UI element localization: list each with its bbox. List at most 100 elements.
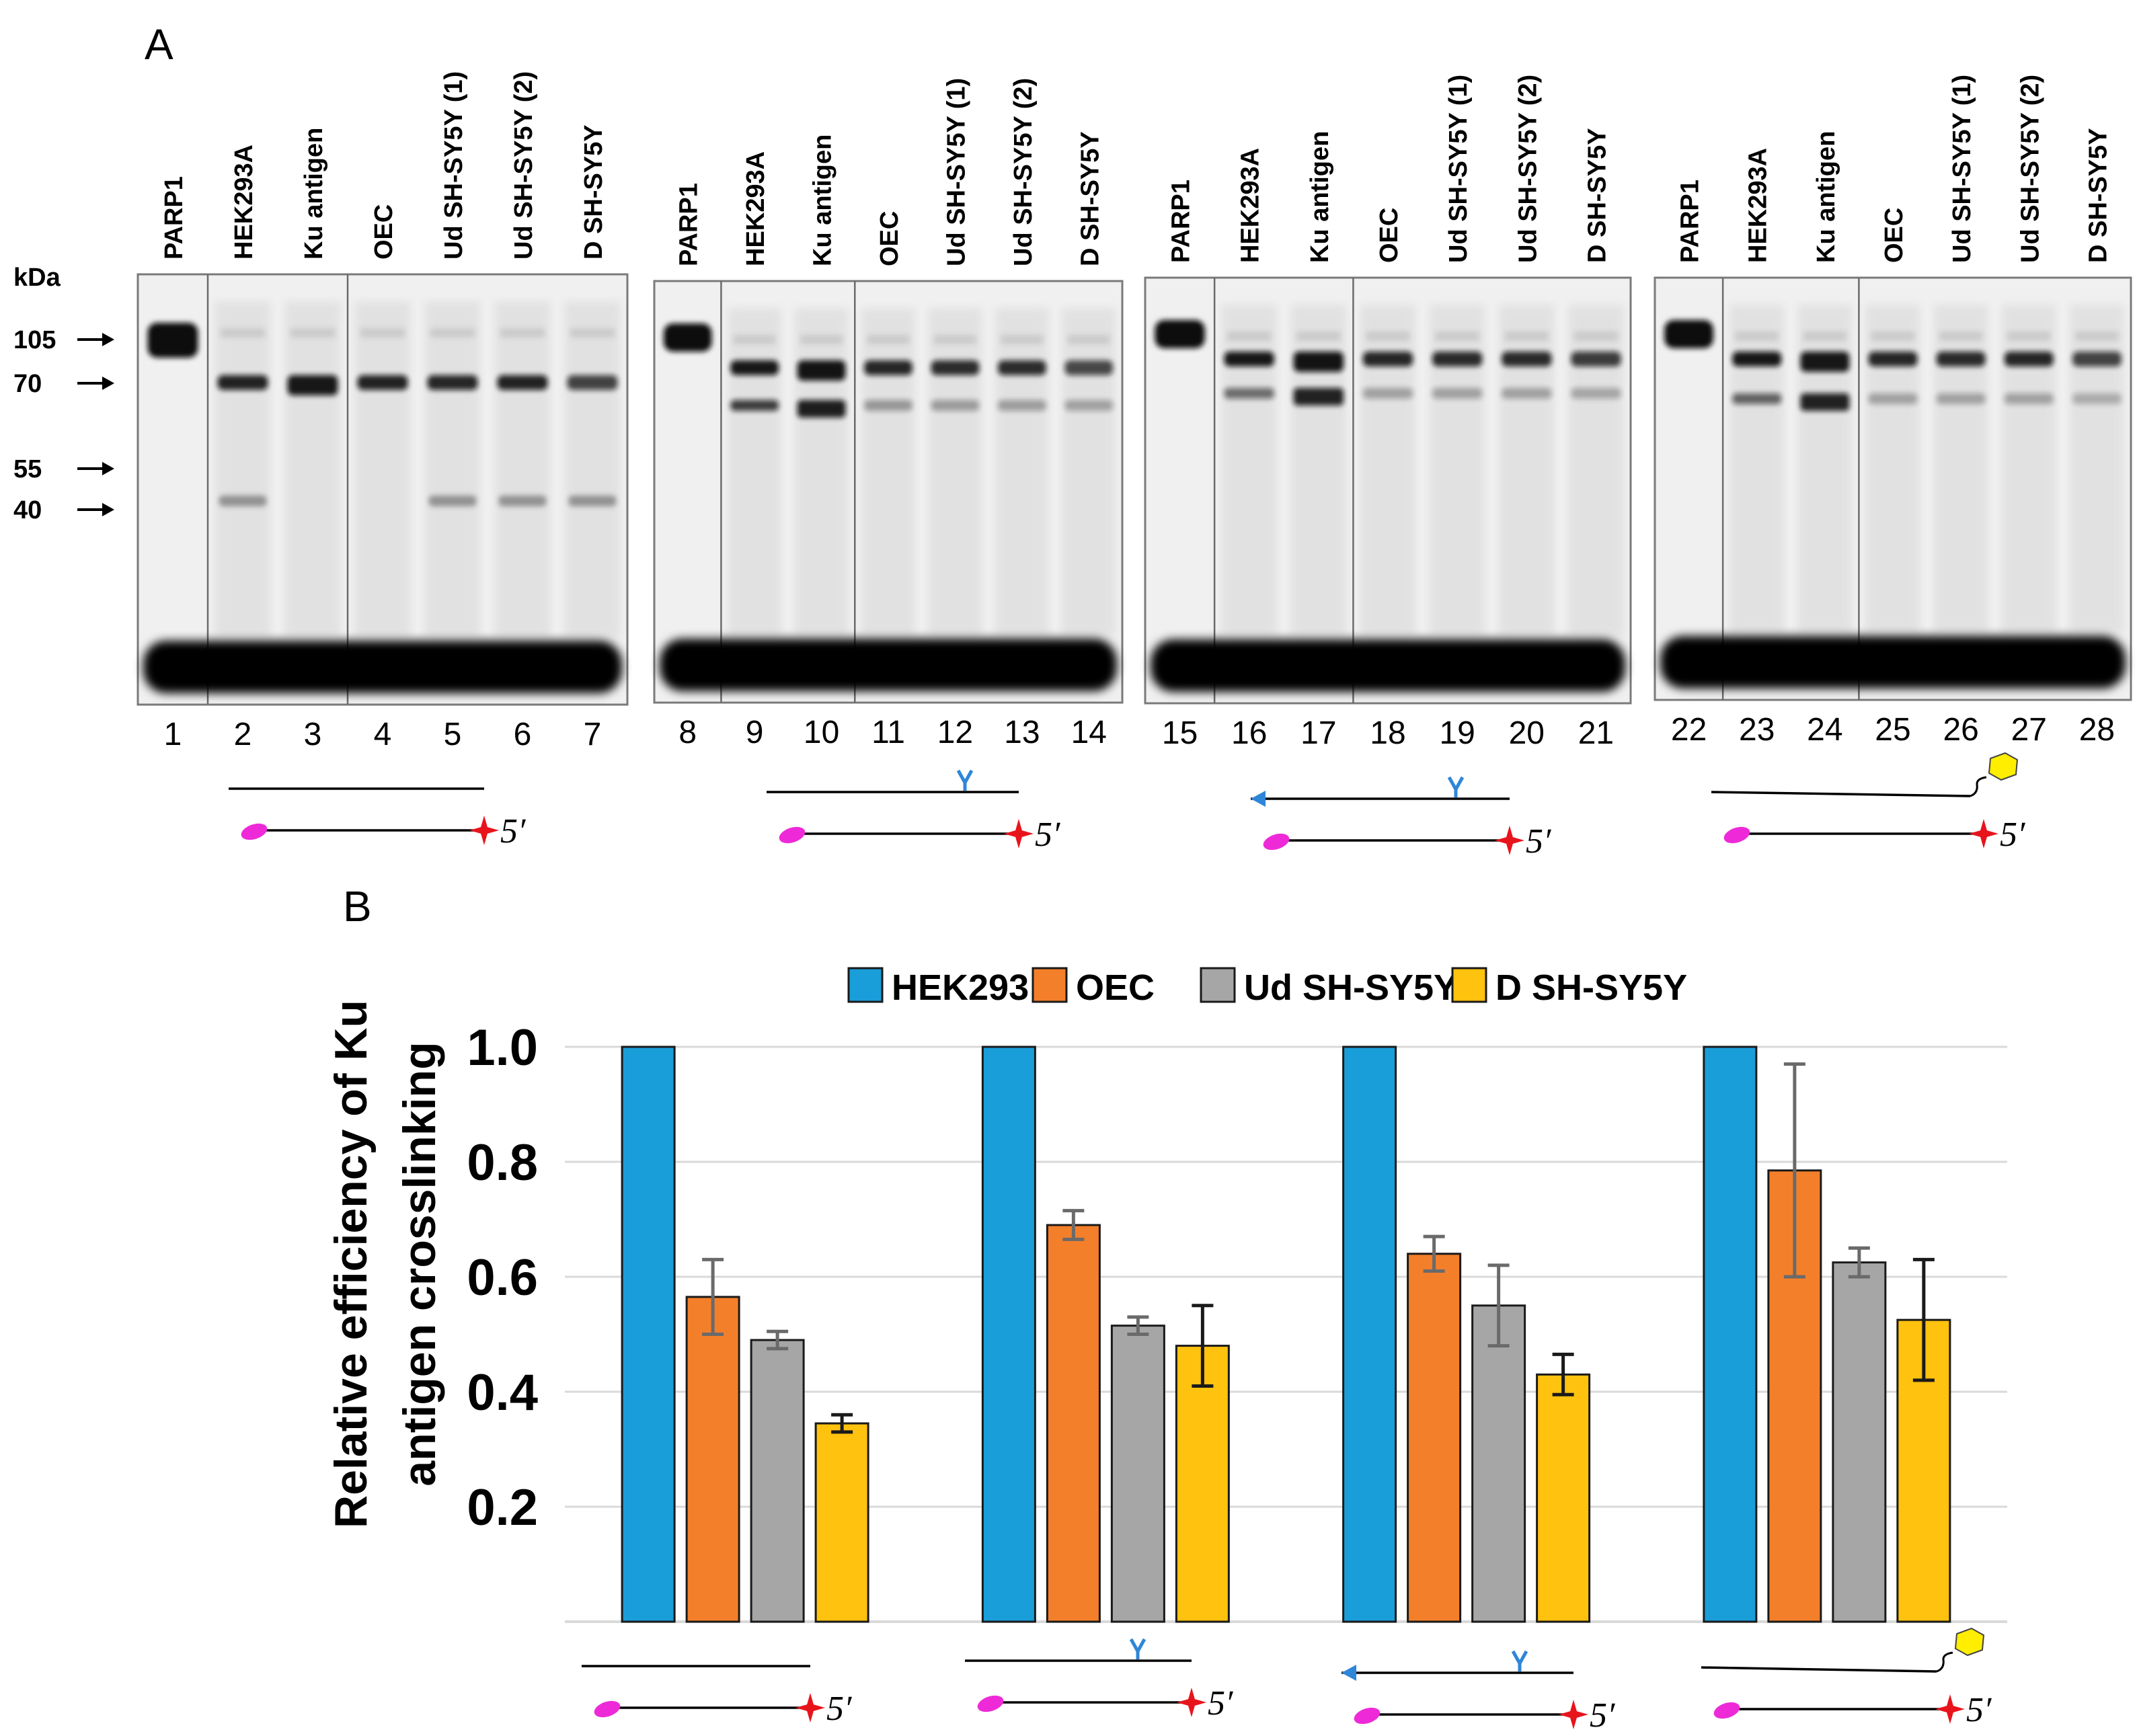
lane-number: 7 <box>584 717 602 752</box>
lane-label: OEC <box>1880 208 1908 263</box>
fluorophore-icon <box>779 826 806 844</box>
top-strand <box>1711 791 1971 797</box>
fluorophore-icon <box>594 1700 621 1718</box>
ap-site-icon <box>956 769 974 791</box>
legend-label-OEC: OEC <box>1076 968 1155 1008</box>
y-tick-label-0.4: 0.4 <box>467 1364 538 1421</box>
lane-number: 8 <box>678 715 697 750</box>
lane-label: Ku antigen <box>1812 131 1840 263</box>
y-tick-label-0.8: 0.8 <box>467 1134 538 1191</box>
faint-upper-band <box>1435 331 1480 341</box>
bar-D-SH-SY5Y-2 <box>1175 1345 1230 1623</box>
lane-label: Ku antigen <box>300 128 328 260</box>
lane-label: D SH-SY5Y <box>1583 128 1611 263</box>
five-prime-label: 5′ <box>500 812 527 851</box>
lane-label: HEK293A <box>1237 148 1265 263</box>
fluorophore-icon <box>977 1695 1004 1712</box>
ku70-band <box>797 360 846 381</box>
lane-number: 18 <box>1370 715 1405 751</box>
five-prime-label: 5′ <box>1035 816 1061 854</box>
panel-b-label: B <box>343 882 372 931</box>
free-dna-band <box>1660 636 2126 688</box>
bar-OEC-2 <box>1046 1224 1101 1623</box>
lane-number: 15 <box>1162 715 1198 751</box>
gel-3: PARP1 15 HEK293A 16 Ku antigen 17 OEC 18 Ud SH-S… <box>1144 75 1632 751</box>
radiolabel-star-icon <box>1004 819 1034 849</box>
ap-site-icon <box>1511 1650 1528 1671</box>
gel-panels: PARP1 1 HEK293A 2 Ku antigen 3 OEC 4 Ud SH-SY5Y … <box>137 71 2132 752</box>
ku-lower-band <box>931 400 980 411</box>
legend-label-HEK293: HEK293 <box>892 968 1029 1008</box>
lane-number: 3 <box>304 717 322 752</box>
substrate-AP-site---nick: 5′ <box>1341 1650 1616 1735</box>
free-dna-band <box>1151 639 1625 692</box>
band-40kda <box>568 496 617 506</box>
faint-upper-band <box>1227 331 1272 341</box>
radiolabel-star-icon <box>1495 826 1524 855</box>
bar-OEC-3 <box>1407 1253 1462 1623</box>
ku70-band <box>2004 352 2054 366</box>
marker-arrow-head-105 <box>102 333 114 346</box>
ku-lower-band <box>730 400 779 411</box>
substrate-AP-site---nick: 5′ <box>1251 776 1552 861</box>
fluorophore-icon <box>1713 1702 1740 1719</box>
ku70-band <box>1571 352 1621 366</box>
ap-site-icon <box>1129 1638 1146 1659</box>
flap-adduct-icon <box>1954 1627 1985 1657</box>
parp1-band <box>147 323 198 358</box>
faint-upper-band <box>220 328 266 338</box>
faint-upper-band <box>360 328 405 338</box>
marker-label-55: 55 <box>13 455 42 483</box>
lane-label: Ud SH-SY5Y (2) <box>1514 75 1542 263</box>
ku70-band <box>864 360 912 375</box>
legend-label-D-SH-SY5Y: D SH-SY5Y <box>1495 968 1687 1008</box>
lane-number: 9 <box>746 715 764 750</box>
marker-label-70: 70 <box>13 370 42 398</box>
substrate-diagrams-a: 5′ 5′ 5′ 5′ <box>229 752 2026 861</box>
lane-smear <box>995 308 1049 635</box>
ku70-band <box>287 375 338 395</box>
ku-lower-band <box>998 400 1046 411</box>
y-tick-label-0.2: 0.2 <box>467 1479 538 1536</box>
flap-strand <box>1970 776 1987 797</box>
legend-swatch-HEK293 <box>847 967 884 1003</box>
substrate-intact: 5′ <box>229 787 527 851</box>
y-axis-title-line1: Relative efficiency of Ku <box>325 1000 377 1528</box>
ku70-band <box>1732 352 1782 366</box>
marker-label-105: 105 <box>13 326 56 354</box>
gel-1: PARP1 1 HEK293A 2 Ku antigen 3 OEC 4 Ud SH-SY5Y … <box>137 71 629 752</box>
faint-upper-band <box>500 328 545 338</box>
bar-chart: 0.2 0.4 0.6 0.8 1.0 <box>467 1019 2007 1623</box>
lane-number: 23 <box>1739 712 1775 748</box>
lane-number: 22 <box>1671 712 1707 748</box>
bar-HEK293-3 <box>1342 1045 1397 1623</box>
bar-D-SH-SY5Y-1 <box>814 1422 869 1623</box>
legend-swatch-OEC <box>1032 967 1068 1003</box>
lane-smear <box>728 308 781 635</box>
molecular-weight-markers: 105 70 55 40 <box>13 326 114 524</box>
lane-number: 27 <box>2011 712 2047 748</box>
bar-D-SH-SY5Y-3 <box>1536 1373 1591 1623</box>
y-tick-label-0.6: 0.6 <box>467 1249 538 1306</box>
ku70-band <box>1224 352 1274 366</box>
lane-label: OEC <box>876 211 904 266</box>
lane-label: HEK293A <box>230 145 258 260</box>
faint-upper-band <box>800 335 843 344</box>
marker-label-40: 40 <box>13 496 42 524</box>
lane-smear <box>928 308 982 635</box>
lane-number: 16 <box>1231 715 1267 751</box>
panel-a-label: A <box>145 20 173 69</box>
fluorophore-icon <box>241 823 268 840</box>
faint-upper-band <box>2007 331 2051 341</box>
radiolabel-star-icon <box>1177 1688 1206 1717</box>
nick-arrow-icon <box>1251 791 1266 807</box>
lane-number: 6 <box>514 717 532 752</box>
flap-strand <box>1936 1651 1953 1673</box>
bar-HEK293-1 <box>621 1045 676 1623</box>
ku-lower-band <box>2004 393 2054 404</box>
legend-swatch-Ud-SH-SY5Y <box>1200 967 1236 1003</box>
band-40kda <box>219 496 267 506</box>
ku-lower-band <box>797 400 846 418</box>
lane-number: 19 <box>1439 715 1475 751</box>
